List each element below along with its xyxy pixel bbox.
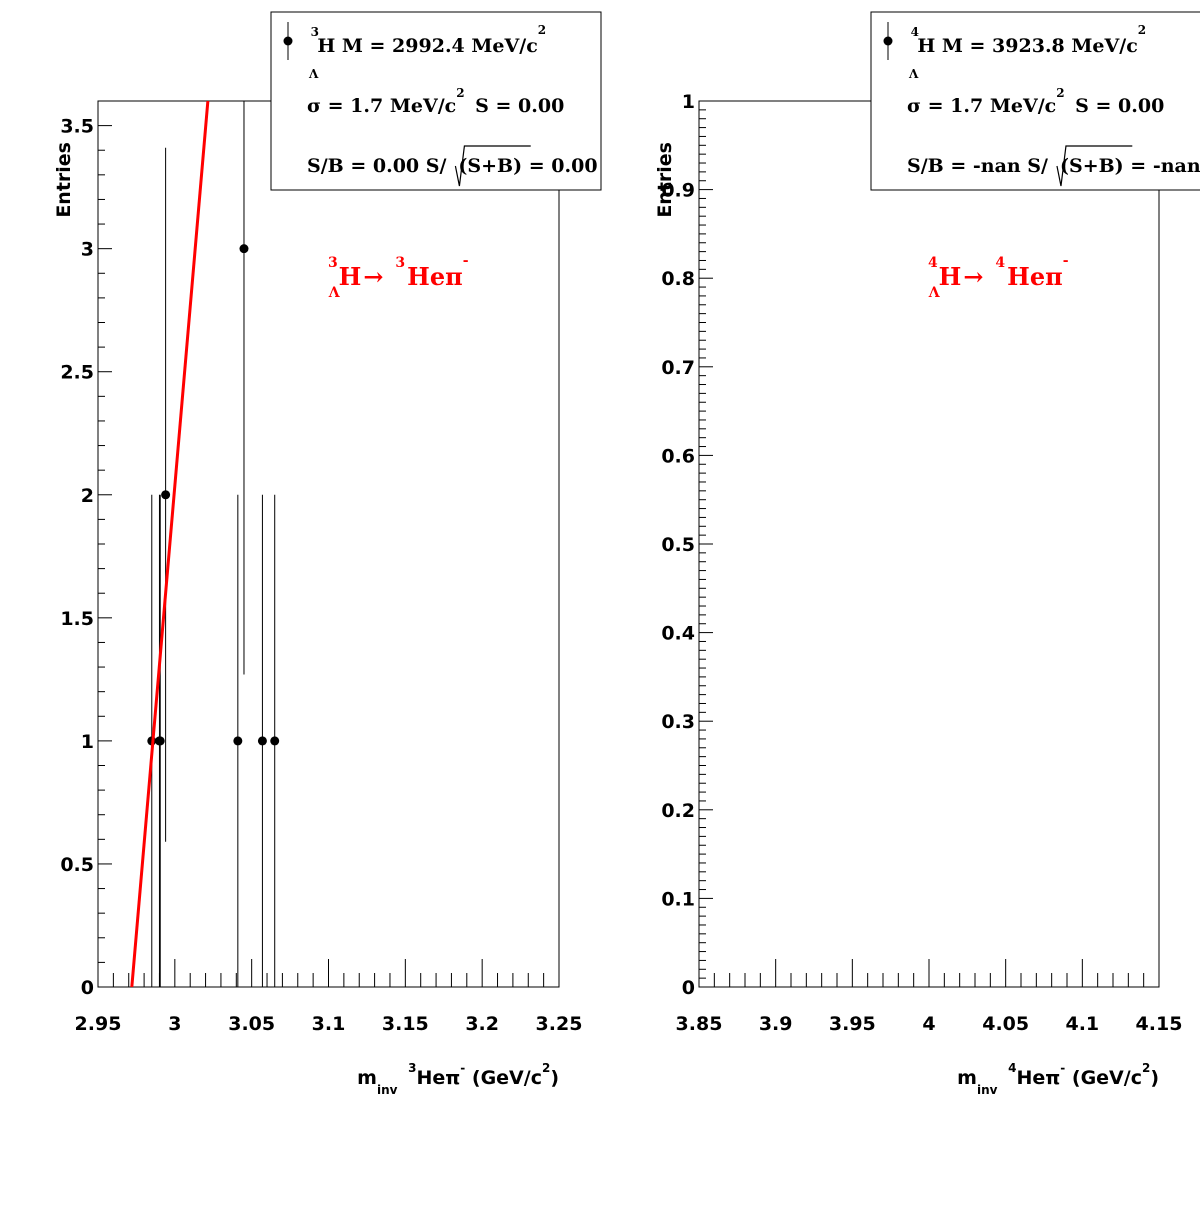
legend-marker <box>883 36 893 46</box>
legend-mass-line: 4 ΛH M = 3923.8 MeV/c2 <box>908 23 1146 81</box>
y-tick-label: 0.9 <box>661 180 695 202</box>
data-point <box>239 244 249 254</box>
x-tick-label: 3.2 <box>465 1013 499 1035</box>
data-point <box>161 490 171 500</box>
x-tick-label: 4 <box>922 1013 935 1035</box>
data-point <box>155 736 165 746</box>
x-tick-label: 3.15 <box>382 1013 429 1035</box>
data-point <box>233 736 243 746</box>
y-tick-label: 1 <box>682 91 695 113</box>
x-axis-title: minv 4Heπ- (GeV/c2) <box>957 1061 1159 1097</box>
legend-marker <box>283 36 293 46</box>
sqrt-sign <box>454 145 531 187</box>
y-tick-label: 3.5 <box>60 116 94 138</box>
x-tick-label: 3 <box>168 1013 181 1035</box>
y-tick-label: 0 <box>682 977 695 999</box>
data-series <box>147 101 280 987</box>
decay-channel-label: 4 ΛH→ 4Heπ- <box>928 253 1069 301</box>
x-tick-label: 4.1 <box>1065 1013 1099 1035</box>
y-tick-label: 0.6 <box>661 445 695 467</box>
y-tick-label: 0.3 <box>661 711 695 733</box>
x-axis-title: minv 3Heπ- (GeV/c2) <box>357 1061 559 1097</box>
data-point <box>257 736 267 746</box>
legend-box: 4 ΛH M = 3923.8 MeV/c2 σ = 1.7 MeV/c2 S = … <box>870 11 1200 191</box>
y-tick-label: 0 <box>81 977 94 999</box>
x-tick-label: 4.15 <box>1136 1013 1183 1035</box>
data-point <box>270 736 280 746</box>
y-tick-label: 1 <box>81 731 94 753</box>
legend-sigma-line: σ = 1.7 MeV/c2 S = 0.00 <box>307 86 564 117</box>
x-tick-label: 3.9 <box>759 1013 793 1035</box>
legend-frame <box>270 11 602 191</box>
y-tick-label: 0.5 <box>661 534 695 556</box>
fit-line <box>130 101 210 987</box>
x-tick-label: 2.95 <box>75 1013 122 1035</box>
legend-mass-line: 3 ΛH M = 2992.4 MeV/c2 <box>308 23 546 81</box>
y-tick-label: 2.5 <box>60 362 94 384</box>
chart-panel-2: 0 0.1 0.2 0.3 0.4 0.5 0.6 0.7 0.8 0.9 1 3.85 3.9 3.95… <box>654 11 1200 1097</box>
y-tick-label: 0.7 <box>661 357 695 379</box>
y-tick-label: 1.5 <box>60 608 94 630</box>
y-tick-label: 0.4 <box>661 623 695 645</box>
legend-sigma-line: σ = 1.7 MeV/c2 S = 0.00 <box>907 86 1164 117</box>
sqrt-sign <box>1056 145 1133 187</box>
y-tick-label: 2 <box>81 485 94 507</box>
x-tick-label: 3.85 <box>676 1013 723 1035</box>
y-tick-label: 0.2 <box>661 800 695 822</box>
x-tick-label: 3.95 <box>829 1013 876 1035</box>
x-tick-label: 3.05 <box>228 1013 275 1035</box>
x-tick-label: 4.05 <box>982 1013 1029 1035</box>
x-tick-label: 3.25 <box>536 1013 583 1035</box>
legend-significance-line: S/B = -nan S/(S+B) = -nan <box>907 155 1200 177</box>
legend-frame <box>870 11 1200 191</box>
y-tick-label: 0.8 <box>661 268 695 290</box>
decay-channel-label: 3 ΛH→ 3Heπ- <box>328 253 469 301</box>
y-axis-title: Entries <box>53 142 75 218</box>
y-tick-label: 0.5 <box>60 854 94 876</box>
y-axis-title: Entries <box>654 142 676 218</box>
y-tick-label: 3 <box>81 239 94 261</box>
y-tick-label: 0.1 <box>661 888 695 910</box>
legend-box: 3 ΛH M = 2992.4 MeV/c2 σ = 1.7 MeV/c2 S = … <box>270 11 602 191</box>
x-tick-label: 3.1 <box>312 1013 346 1035</box>
chart-panel-1: 0 0.5 1 1.5 2 2.5 3 3.5 2.95 3 3.05 3.1 3.15 3.2 3.25 E… <box>53 11 602 1097</box>
legend-significance-line: S/B = 0.00 S/(S+B) = 0.00 <box>307 155 598 177</box>
